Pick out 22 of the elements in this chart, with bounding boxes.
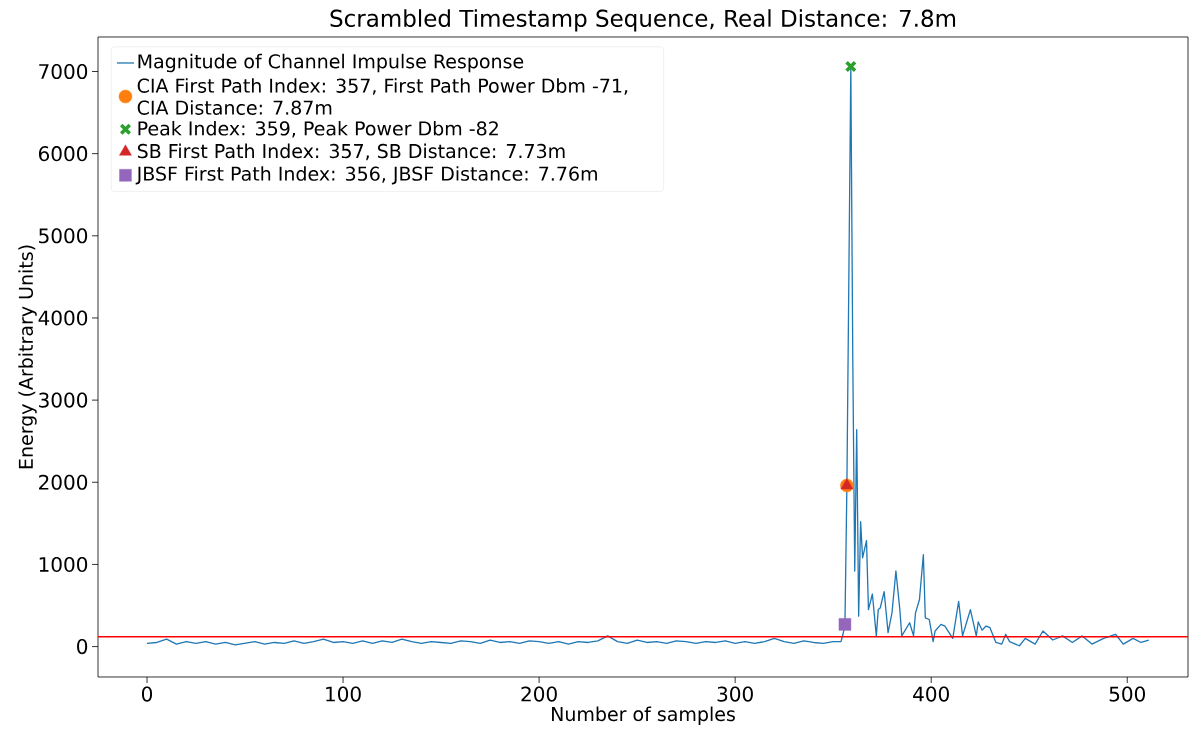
y-tick-label: 2000: [39, 474, 88, 490]
x-tick-label: 200: [521, 686, 557, 702]
y-tick-label: 1000: [39, 556, 88, 572]
y-tick-label: 3000: [39, 392, 88, 408]
x-tick-label: 0: [141, 686, 153, 702]
y-tick-label: 6000: [38, 146, 88, 162]
legend-label: Magnitude of Channel Impulse Response: [138, 53, 524, 73]
chart-title: Scrambled Timestamp Sequence, Real Distance: 7.8m: [330, 9, 956, 32]
y-tick-label: 0: [77, 639, 88, 655]
y-tick-label: 4000: [38, 310, 88, 326]
y-axis-title: Energy (Arbitrary Units): [18, 245, 37, 469]
y-tick-label: 7000: [39, 63, 88, 80]
x-axis-title: Number of samples: [552, 706, 735, 725]
x-tick-label: 100: [326, 686, 361, 702]
x-tick-label: 400: [913, 686, 949, 702]
x-tick-label: 300: [717, 686, 753, 702]
legend-label: JBSF First Path Index: 356, JBSF Distance: 7.76m: [135, 166, 597, 185]
y-tick-label: 5000: [39, 228, 88, 244]
legend-label: SB First Path Index: 357, SB Distance: 7.73m: [137, 143, 565, 161]
legend-label: CIA First Path Index: 357, First Path Power Dbm -71, CIA Distance: 7.87m: [137, 78, 628, 115]
legend-label: Peak Index: 359, Peak Power Dbm -82: [138, 120, 498, 138]
x-tick-label: 500: [1109, 686, 1145, 702]
